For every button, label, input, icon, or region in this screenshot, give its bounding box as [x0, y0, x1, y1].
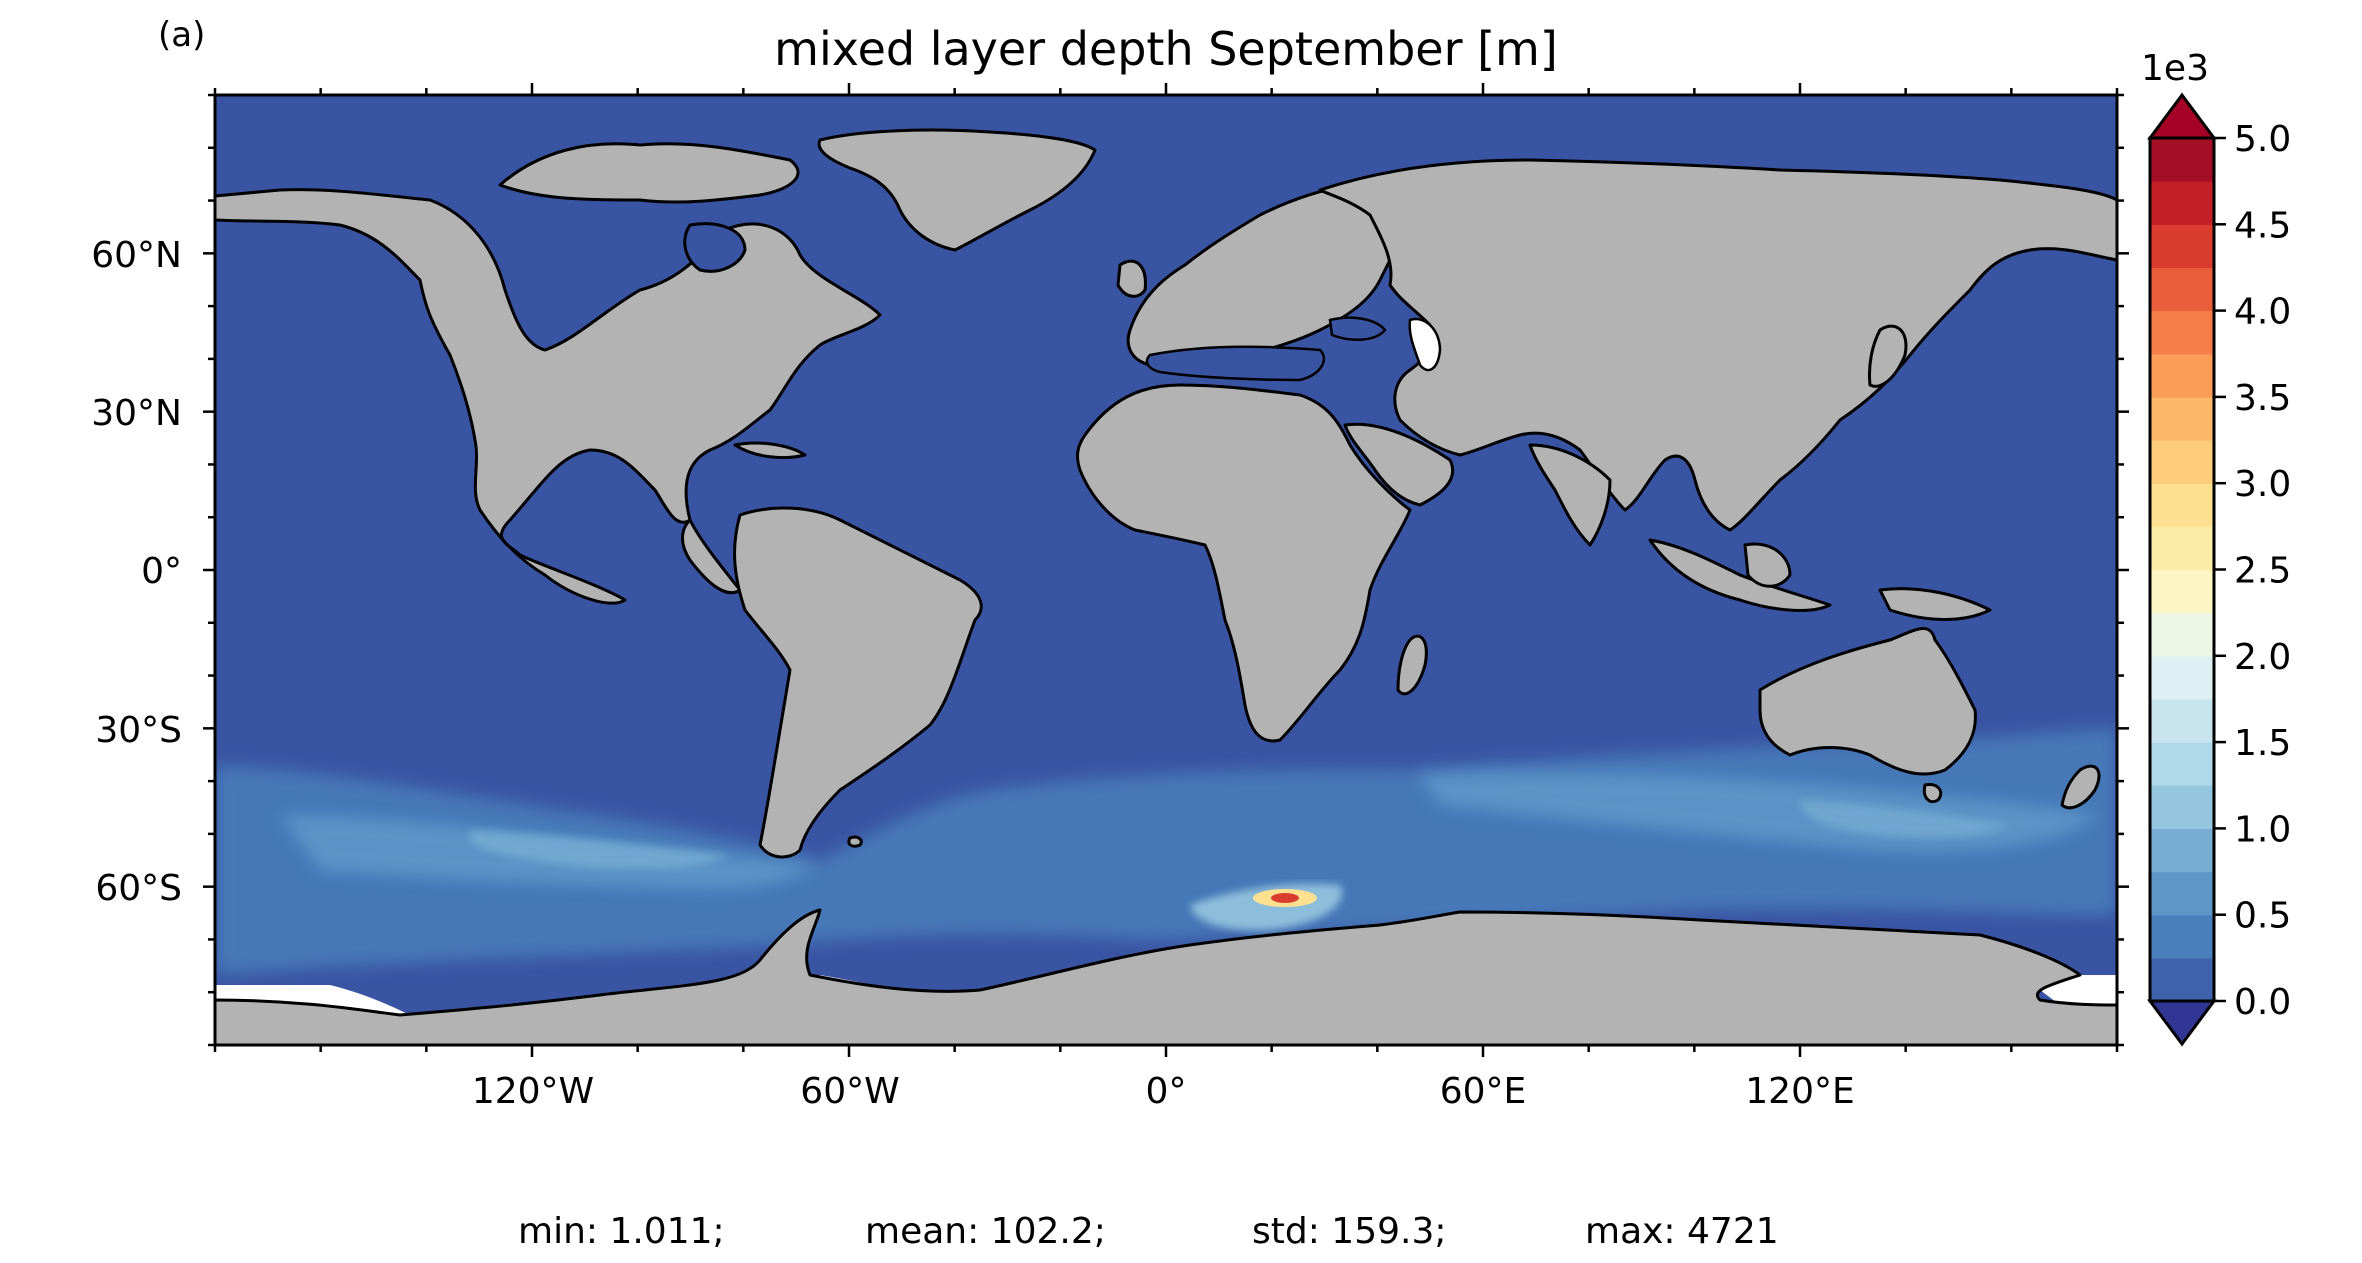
madagascar: [1396, 634, 1428, 696]
hudson-bay: [683, 222, 747, 273]
india: [1528, 443, 1612, 547]
central-america: [681, 518, 742, 595]
stat-min: min: 1.011;: [518, 1211, 725, 1252]
colorbar-segment: [2150, 655, 2214, 700]
colorbar-segment: [2150, 828, 2214, 873]
world-map: [215, 95, 2117, 1045]
x-tick-label-120w: 120°W: [472, 1071, 594, 1112]
y-tick-label-60n: 60°N: [91, 235, 182, 276]
south-georgia: [847, 835, 863, 848]
latitude-ticks: [203, 93, 2129, 1047]
colorbar-segment: [2150, 396, 2214, 441]
colorbar-segment: [2150, 353, 2214, 398]
south-america: [733, 506, 983, 859]
mld-band-inner-west: [470, 830, 730, 869]
colorbar-label-4-5: 4.5: [2234, 205, 2291, 246]
new-guinea: [1878, 587, 1992, 621]
mediterranean-sea: [1145, 345, 1326, 382]
new-zealand: [2060, 764, 2101, 810]
colorbar-label-1-0: 1.0: [2234, 809, 2291, 850]
cuba: [733, 441, 807, 460]
y-tick-label-30n: 30°N: [91, 393, 182, 434]
stat-max: max: 4721: [1585, 1211, 1779, 1252]
colorbar-segment: [2150, 742, 2214, 786]
colorbar-label-4-0: 4.0: [2234, 292, 2291, 333]
colorbar-label-1-5: 1.5: [2234, 723, 2291, 764]
colorbar-extend-under: [2147, 999, 2217, 1047]
north-america: [215, 188, 882, 605]
colorbar-segment: [2150, 310, 2214, 355]
colorbar-multiplier: 1e3: [2141, 48, 2209, 89]
eurasia: [1318, 158, 2117, 532]
colorbar-segment: [2150, 785, 2214, 829]
statistics-line: min: 1.011; mean: 102.2; std: 159.3; max…: [518, 1211, 1779, 1252]
borneo: [1743, 542, 1792, 588]
japan: [1868, 324, 1908, 388]
africa: [1076, 383, 1412, 743]
colorbar-segment: [2150, 871, 2214, 916]
y-tick-label-60s: 60°S: [95, 868, 182, 909]
colorbar-segment: [2150, 698, 2214, 743]
x-tick-label-60w: 60°W: [800, 1071, 899, 1112]
latitude-tick-labels: 60°N 30°N 0° 30°S 60°S: [91, 235, 182, 909]
x-tick-label-120e: 120°E: [1745, 1071, 1854, 1112]
colorbar-label-0-0: 0.0: [2234, 982, 2291, 1023]
colorbar-segments: [2150, 138, 2214, 1002]
colorbar-segment: [2150, 440, 2214, 484]
colorbar-label-2-0: 2.0: [2234, 637, 2291, 678]
mld-hotspot-inner: [1271, 893, 1299, 903]
colorbar-segment: [2150, 957, 2214, 1002]
longitude-tick-labels: 120°W 60°W 0° 60°E 120°E: [472, 1071, 1855, 1112]
y-tick-label-0: 0°: [141, 551, 182, 592]
colorbar-label-0-5: 0.5: [2234, 896, 2291, 937]
colorbar-tick-labels: 5.0 4.5 4.0 3.5 3.0 2.5 2.0 1.5 1.0 0.5 …: [2234, 119, 2291, 1023]
greenland: [817, 128, 1097, 252]
colorbar-label-3-5: 3.5: [2234, 378, 2291, 419]
antarctica: [215, 908, 2117, 1045]
southern-ocean-deep-mld: [215, 728, 2117, 975]
caspian-sea: [1408, 317, 1442, 372]
arctic-archipelago: [498, 142, 800, 204]
colorbar-segment: [2150, 181, 2214, 225]
colorbar-segment: [2150, 526, 2214, 571]
colorbar-segment: [2150, 569, 2214, 614]
black-sea: [1328, 316, 1387, 341]
colorbar-label-5-0: 5.0: [2234, 119, 2291, 160]
tasmania: [1922, 782, 1943, 804]
stat-std: std: 159.3;: [1252, 1211, 1446, 1252]
panel-label: (a): [158, 15, 205, 55]
land-masses: [215, 128, 2117, 1045]
colorbar: 1e3 5.0 4.5 4.0 3.5 3.0 2.5 2.0 1.5 1.0 …: [2141, 48, 2291, 1047]
colorbar-extend-over: [2147, 92, 2217, 140]
x-tick-label-0: 0°: [1146, 1071, 1187, 1112]
colorbar-segment: [2150, 138, 2214, 182]
x-tick-label-60e: 60°E: [1440, 1071, 1527, 1112]
great-britain: [1116, 259, 1147, 298]
mld-band-inner-east: [1800, 800, 2010, 838]
map-title: mixed layer depth September [m]: [774, 22, 1558, 76]
colorbar-segment: [2150, 483, 2214, 527]
arabian-peninsula: [1343, 422, 1455, 507]
y-tick-label-30s: 30°S: [95, 710, 182, 751]
australia: [1758, 626, 1977, 776]
longitude-ticks: [213, 83, 2119, 1057]
southeast-asia-islands: [1648, 538, 1832, 612]
colorbar-segment: [2150, 914, 2214, 959]
stat-mean: mean: 102.2;: [865, 1211, 1106, 1252]
colorbar-label-2-5: 2.5: [2234, 551, 2291, 592]
colorbar-segment: [2150, 612, 2214, 657]
colorbar-segment: [2150, 224, 2214, 269]
colorbar-segment: [2150, 267, 2214, 312]
colorbar-label-3-0: 3.0: [2234, 464, 2291, 505]
colorbar-ticks: [2214, 136, 2226, 1003]
